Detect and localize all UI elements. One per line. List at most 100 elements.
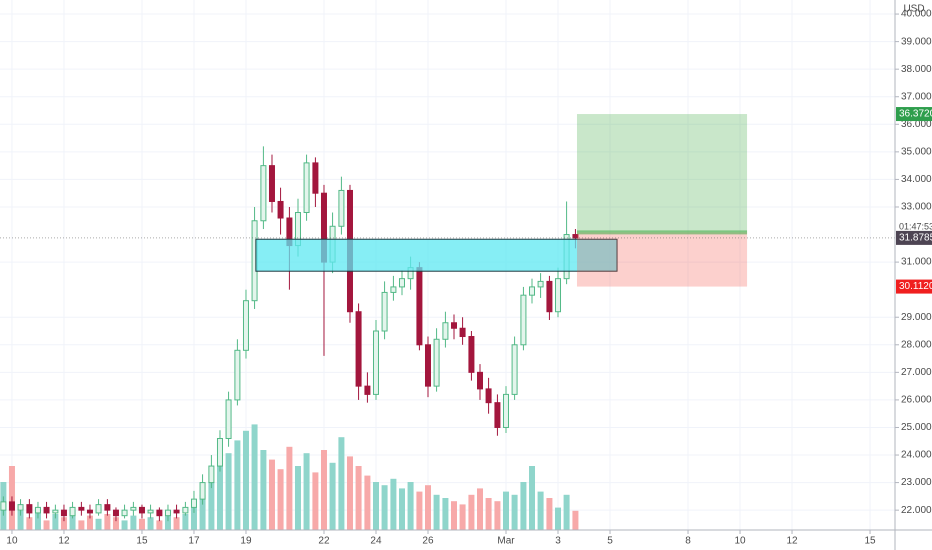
x-tick-label: 3 [555, 536, 561, 547]
candle-body [572, 234, 579, 239]
volume-bar [494, 501, 501, 530]
volume-bar [451, 501, 458, 530]
y-tick-label: 34.0000 [901, 174, 932, 185]
volume-bar [121, 520, 128, 530]
candle-body [477, 371, 484, 390]
candle-body [156, 509, 163, 517]
candle-body [494, 402, 501, 428]
x-tick-label: 10 [734, 536, 746, 547]
candle-body [312, 162, 319, 194]
candle-body [164, 509, 171, 517]
x-tick-label: 17 [188, 536, 200, 547]
volume-bar [485, 498, 492, 530]
volume-bar [260, 450, 267, 530]
volume-bar [268, 459, 275, 530]
volume-bar [216, 466, 223, 530]
candle-body [95, 504, 102, 514]
grid [0, 0, 895, 530]
y-tick-label: 38.0000 [901, 64, 932, 75]
volume-bar [199, 494, 206, 530]
volume-bar [17, 510, 24, 530]
x-tick-label: 24 [370, 536, 382, 547]
volume-bar [511, 494, 518, 530]
candle-body [364, 385, 371, 395]
volume-bar [130, 515, 137, 530]
volume-bar [69, 510, 76, 530]
candle-body [260, 165, 267, 222]
x-tick-label: 12 [786, 536, 798, 547]
candle-body [104, 504, 111, 511]
axes: 22.0000 23.0000 24.0000 25.0000 26.0000 27.00… [6, 9, 932, 547]
volume-bar [303, 453, 310, 530]
candle-body [112, 509, 119, 517]
volume-bar [398, 488, 405, 530]
candle-body [546, 280, 553, 313]
volume-bar [104, 514, 111, 530]
volume-bar [78, 520, 85, 530]
volume-bar [424, 485, 431, 530]
volume-bar [242, 430, 249, 530]
volume-bar [364, 475, 371, 530]
volume-bar [312, 472, 319, 530]
candle-body [390, 286, 397, 293]
candle-body [277, 200, 284, 219]
y-tick-label: 31.0000 [901, 257, 932, 268]
volume-bar [190, 507, 197, 530]
price-label-box [896, 230, 932, 245]
y-tick-label: 39.0000 [901, 36, 932, 47]
candle-body [69, 506, 76, 517]
y-tick-label: 35.0000 [901, 147, 932, 158]
volume-bar [546, 498, 553, 530]
volume-bar [346, 456, 353, 530]
price-label: 36.3720 [899, 109, 932, 120]
x-tick-label: 22 [318, 536, 330, 547]
candle-body [43, 506, 50, 514]
x-tick-label: 15 [864, 536, 876, 547]
candle-body [26, 504, 33, 514]
candle-body [381, 291, 388, 332]
price-label: 31.8785 [899, 233, 932, 244]
candle-body [121, 509, 128, 517]
y-tick-label: 26.0000 [901, 395, 932, 406]
x-tick-label: 12 [58, 536, 70, 547]
candle-body [242, 300, 249, 351]
volume-bar [156, 520, 163, 530]
candle-body [34, 506, 41, 514]
volume-bar [294, 466, 301, 530]
loss-zone [576, 232, 748, 287]
volume-bar [529, 466, 536, 530]
candle-body [468, 336, 475, 373]
volume-bar [138, 518, 145, 530]
profit-zone [576, 114, 748, 233]
y-tick-label: 25.0000 [901, 422, 932, 433]
volume-bar [173, 517, 180, 530]
candle-body [372, 330, 379, 395]
y-tick-label: 24.0000 [901, 450, 932, 461]
candle-body [0, 501, 7, 511]
volume-bar [95, 518, 102, 530]
volume-bar [182, 514, 189, 530]
candle-body [147, 509, 154, 514]
volume-bar [537, 491, 544, 530]
x-tick-label: 26 [422, 536, 434, 547]
volume-bar [60, 517, 67, 530]
volume-bar [416, 491, 423, 530]
volume-bar [563, 494, 570, 530]
volume-bar [286, 446, 293, 530]
volume-bar [329, 462, 336, 530]
x-tick-label: 15 [136, 536, 148, 547]
candle-body [485, 388, 492, 404]
volume-bar [234, 440, 241, 530]
volume-bar [572, 510, 579, 530]
price-label-box [896, 107, 932, 122]
volume-bar [320, 450, 327, 530]
volume-bar [390, 478, 397, 530]
candle-body [268, 165, 275, 202]
volume-bar [277, 469, 284, 530]
volume-bar [468, 494, 475, 530]
price-label: 30.1120 [899, 281, 932, 292]
volume-bar [43, 520, 50, 530]
drawings [0, 114, 895, 287]
volume-bar [355, 466, 362, 530]
